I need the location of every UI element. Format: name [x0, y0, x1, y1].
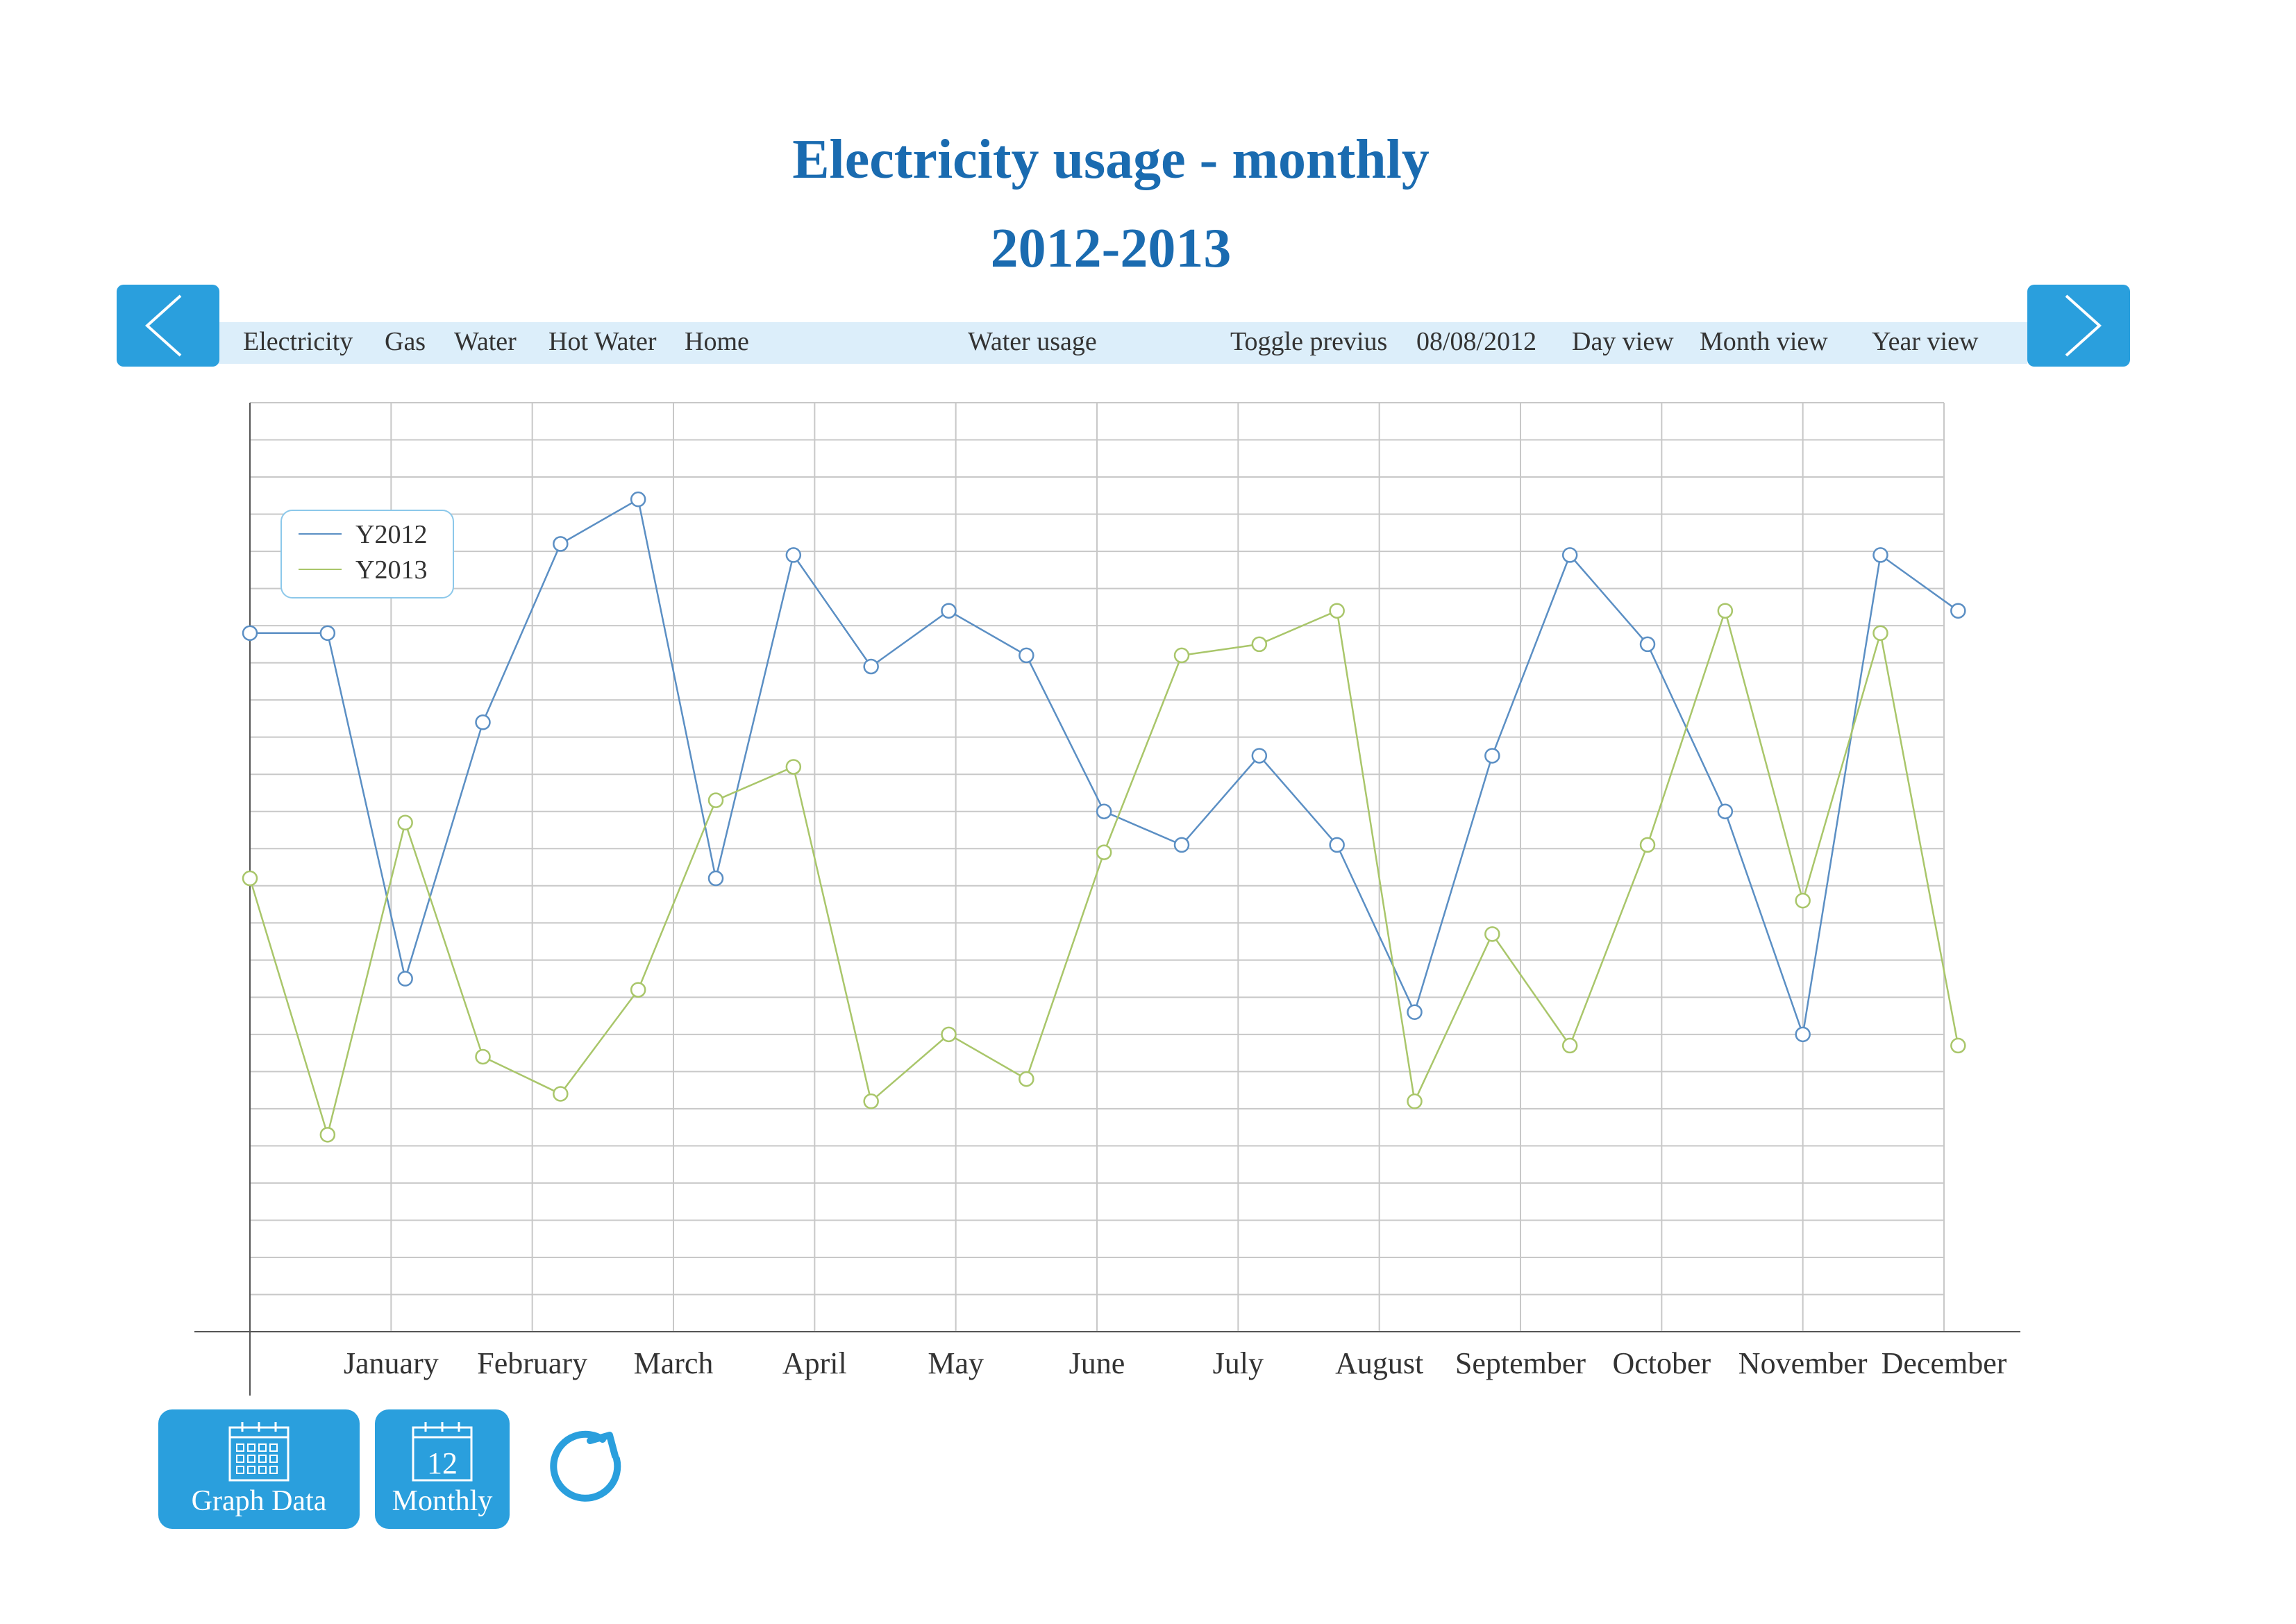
- next-button[interactable]: [2027, 285, 2130, 367]
- data-point-y2013: [1639, 837, 1656, 853]
- data-point-y2013: [707, 792, 724, 808]
- nav-item-water-usage[interactable]: Water usage: [968, 327, 1097, 356]
- data-point-y2012: [941, 603, 957, 619]
- nav-bar: Electricity Gas Water Hot Water Home Wat…: [215, 322, 2027, 364]
- data-point-y2012: [1019, 647, 1034, 664]
- nav-item-electricity[interactable]: Electricity: [243, 327, 353, 356]
- data-point-y2013: [785, 759, 802, 775]
- data-point-y2012: [1795, 1026, 1811, 1043]
- data-point-y2012: [1173, 837, 1190, 853]
- date-display: 08/08/2012: [1416, 327, 1537, 356]
- series-y2012: [242, 491, 1966, 1043]
- x-tick-label: June: [1069, 1346, 1125, 1380]
- data-point-y2012: [1717, 803, 1734, 819]
- x-tick-label: April: [782, 1346, 847, 1380]
- x-tick-label: January: [344, 1346, 439, 1380]
- x-tick-label: May: [928, 1346, 984, 1380]
- nav-item-home[interactable]: Home: [685, 327, 749, 356]
- chart-grid: [250, 402, 1945, 1332]
- data-point-y2013: [1484, 926, 1500, 942]
- monthly-label: Monthly: [392, 1485, 493, 1517]
- x-tick-label: August: [1335, 1346, 1423, 1380]
- chart-legend: Y2012 Y2013: [280, 510, 454, 598]
- year-view-button[interactable]: Year view: [1872, 327, 1979, 356]
- data-point-y2012: [1096, 803, 1112, 819]
- x-tick-label: July: [1213, 1346, 1264, 1380]
- graph-data-button[interactable]: Graph Data: [158, 1409, 360, 1529]
- data-point-y2012: [1329, 837, 1345, 853]
- data-point-y2013: [1173, 647, 1190, 664]
- data-point-y2012: [863, 658, 879, 675]
- data-point-y2012: [1872, 547, 1888, 563]
- prev-button[interactable]: [117, 285, 219, 367]
- chart-series: [242, 491, 1966, 1143]
- calendar-grid-icon: [228, 1422, 290, 1482]
- chart-subtitle: 2012-2013: [990, 218, 1232, 279]
- data-point-y2012: [1639, 636, 1656, 653]
- x-tick-label: March: [634, 1346, 714, 1380]
- graph-data-label: Graph Data: [191, 1485, 327, 1517]
- data-point-y2012: [1484, 748, 1500, 764]
- data-point-y2012: [242, 625, 258, 642]
- data-point-y2013: [1795, 892, 1811, 909]
- data-point-y2013: [319, 1127, 336, 1143]
- toggle-previous-button[interactable]: Toggle previus: [1230, 327, 1388, 356]
- chart-title: Electricity usage - monthly: [792, 129, 1430, 190]
- data-point-y2013: [863, 1093, 879, 1110]
- data-point-y2012: [1407, 1004, 1423, 1020]
- data-point-y2013: [242, 870, 258, 887]
- legend-label-y2013: Y2013: [355, 555, 427, 585]
- data-point-y2012: [707, 870, 724, 887]
- data-point-y2013: [1251, 636, 1268, 653]
- data-point-y2013: [630, 982, 646, 998]
- data-point-y2012: [1251, 748, 1268, 764]
- x-tick-label: February: [477, 1346, 587, 1380]
- x-tick-label: December: [1882, 1346, 2007, 1380]
- data-point-y2012: [1561, 547, 1578, 563]
- data-point-y2013: [941, 1026, 957, 1043]
- data-point-y2012: [319, 625, 336, 642]
- data-point-y2013: [1407, 1093, 1423, 1110]
- data-point-y2013: [1329, 603, 1345, 619]
- data-point-y2012: [475, 714, 491, 730]
- data-point-y2013: [1561, 1037, 1578, 1054]
- month-view-button[interactable]: Month view: [1700, 327, 1828, 356]
- data-point-y2013: [1019, 1071, 1034, 1087]
- refresh-icon[interactable]: [542, 1420, 632, 1510]
- monthly-button[interactable]: 12 Monthly: [375, 1409, 510, 1529]
- data-point-y2012: [397, 971, 413, 987]
- nav-item-hot-water[interactable]: Hot Water: [548, 327, 657, 356]
- x-tick-label: November: [1738, 1346, 1868, 1380]
- calendar-icon-number: 12: [427, 1446, 458, 1480]
- data-point-y2012: [630, 491, 646, 508]
- data-point-y2013: [475, 1048, 491, 1065]
- chart-axes: [194, 403, 2020, 1396]
- x-tick-label: September: [1455, 1346, 1586, 1380]
- data-point-y2013: [1717, 603, 1734, 619]
- data-point-y2013: [397, 814, 413, 831]
- day-view-button[interactable]: Day view: [1572, 327, 1674, 356]
- chevron-left-icon: [145, 294, 182, 357]
- legend-box: [280, 510, 454, 598]
- calendar-icon: 12: [412, 1422, 473, 1482]
- chevron-right-icon: [2065, 294, 2102, 357]
- data-point-y2013: [553, 1086, 569, 1102]
- x-tick-label: October: [1612, 1346, 1711, 1380]
- x-axis-tick-labels: January February March April May June July Augu…: [344, 1346, 2007, 1380]
- data-point-y2012: [1950, 603, 1966, 619]
- legend-label-y2012: Y2012: [355, 520, 427, 549]
- data-point-y2013: [1950, 1037, 1966, 1054]
- series-line-y2013: [249, 608, 1959, 1139]
- nav-item-water[interactable]: Water: [454, 327, 517, 356]
- series-y2013: [242, 603, 1966, 1143]
- data-point-y2013: [1872, 625, 1888, 642]
- data-point-y2012: [785, 547, 802, 563]
- data-point-y2013: [1096, 844, 1112, 860]
- nav-item-gas[interactable]: Gas: [385, 327, 426, 356]
- series-line-y2012: [250, 498, 1959, 1035]
- data-point-y2012: [553, 536, 569, 552]
